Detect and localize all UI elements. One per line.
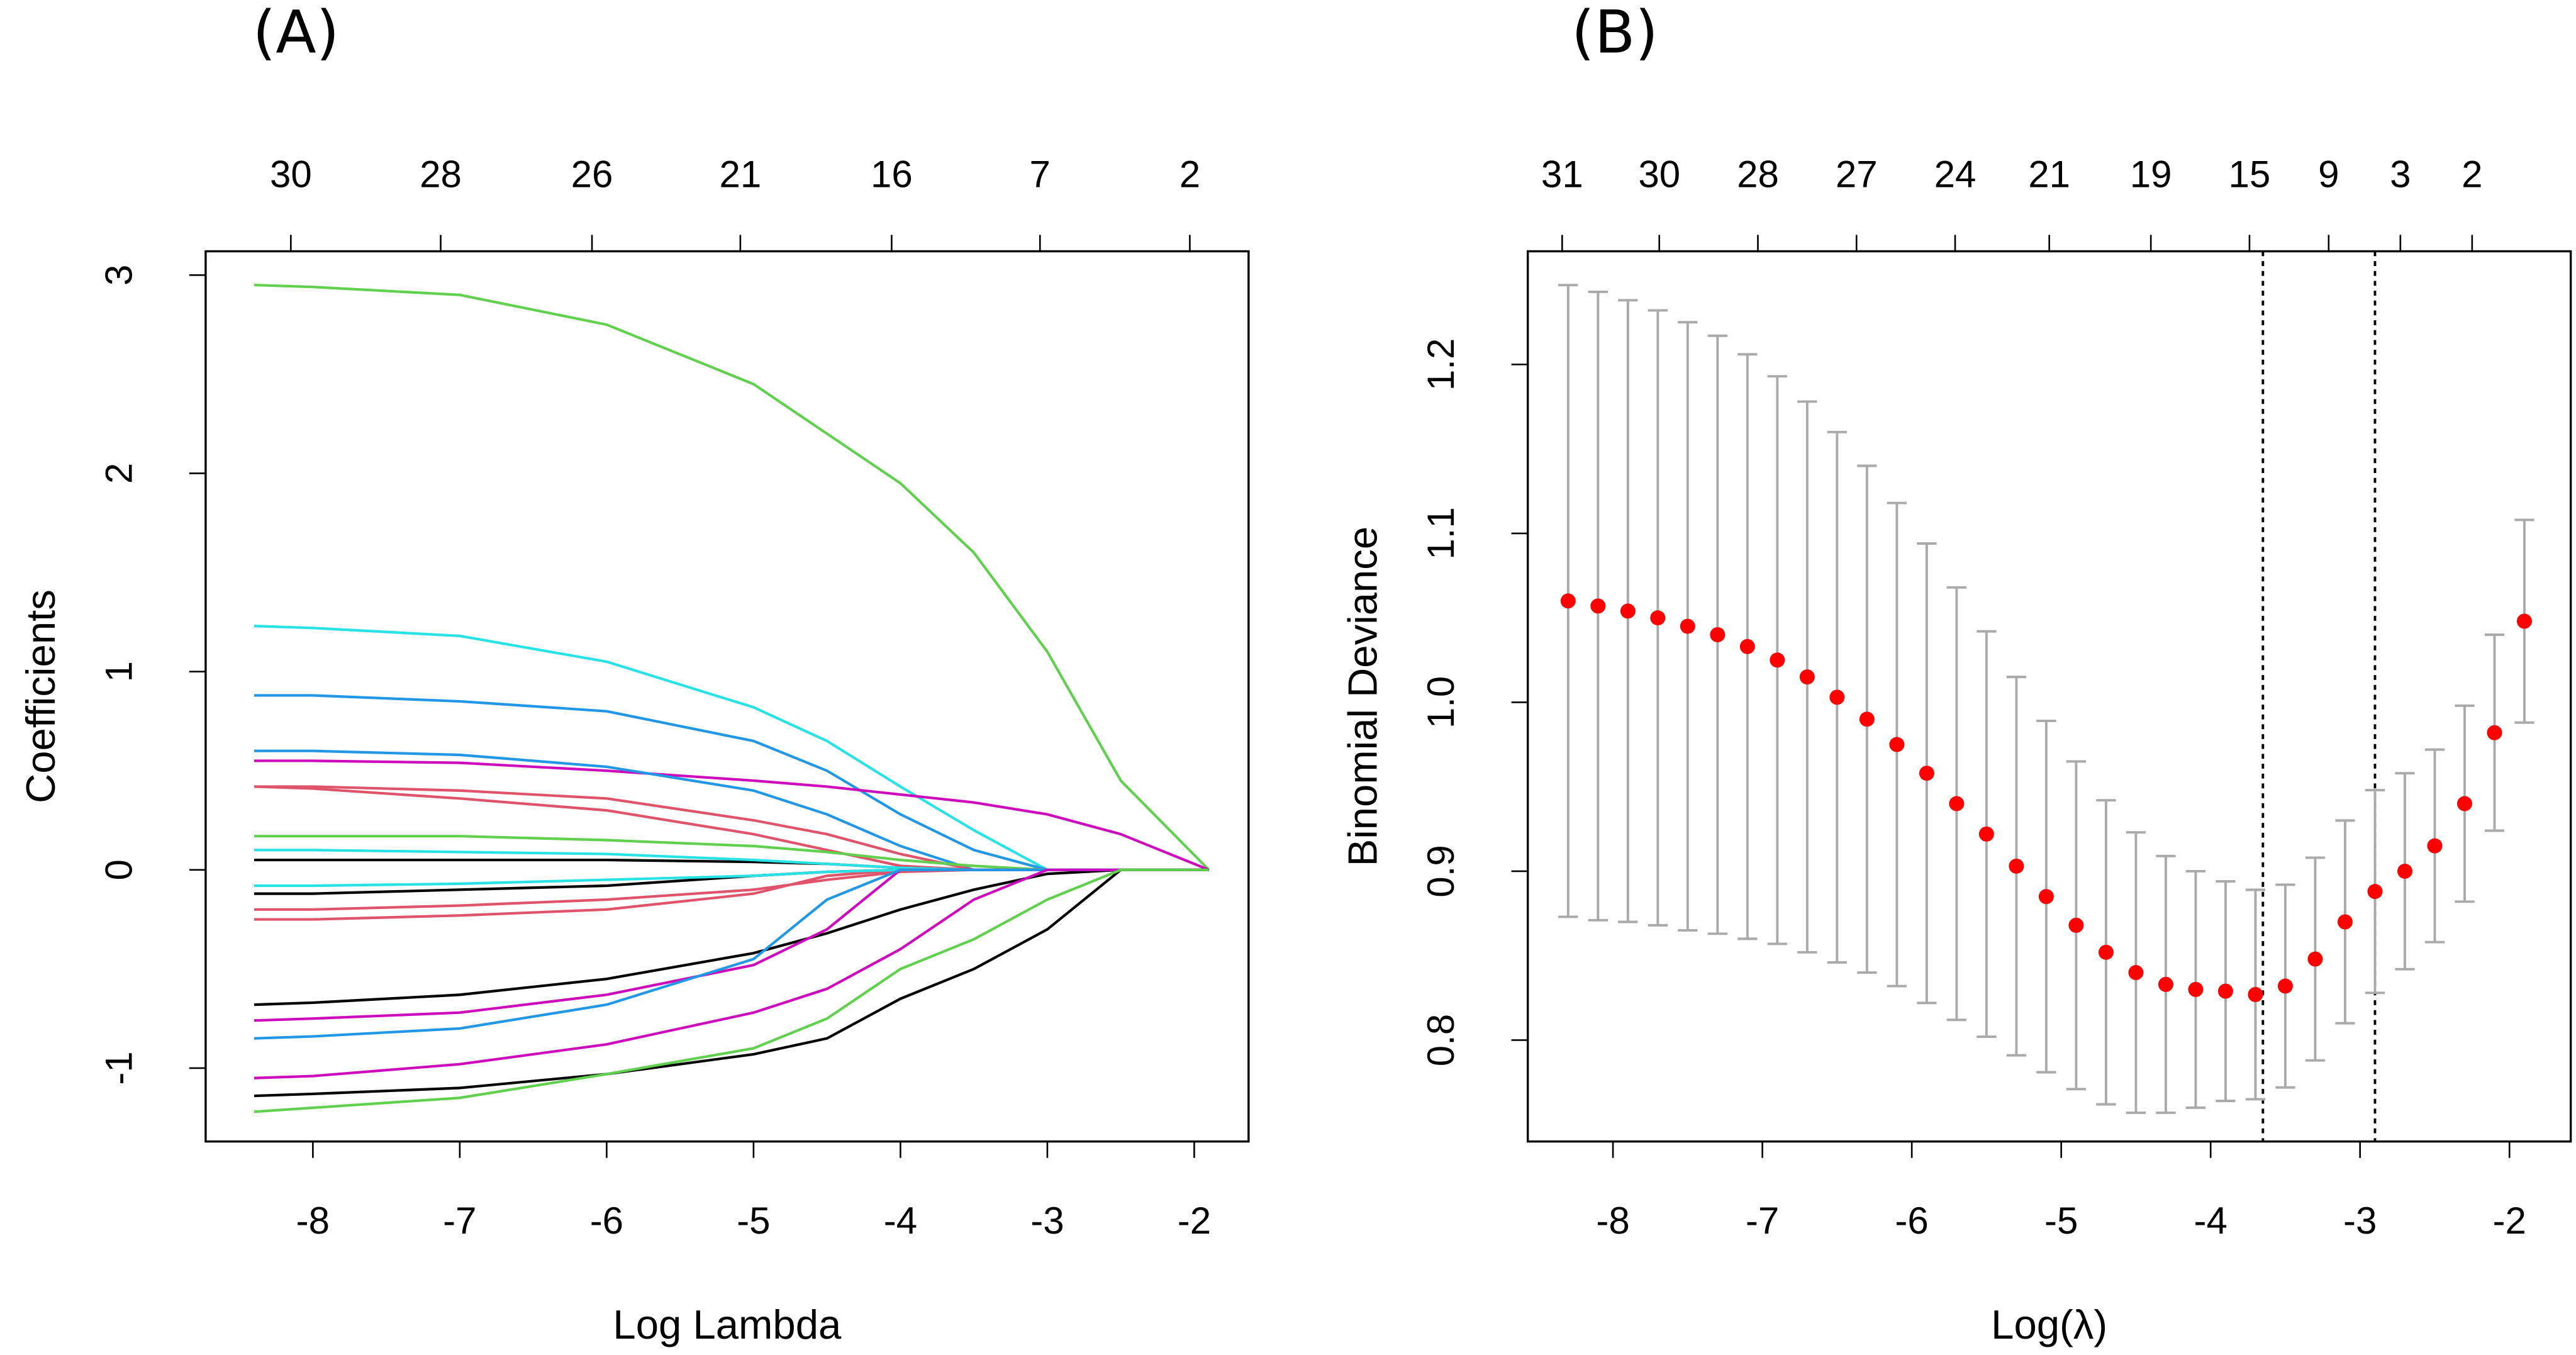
point xyxy=(2038,889,2054,905)
point xyxy=(1859,711,1875,727)
top-tick-label: 28 xyxy=(1737,153,1779,196)
point xyxy=(2367,884,2383,900)
y-tick-label: 0.8 xyxy=(1420,1014,1462,1066)
top-tick-label: 27 xyxy=(1836,153,1878,196)
point xyxy=(1680,618,1695,634)
point xyxy=(1650,610,1666,626)
top-tick-label: 2 xyxy=(1179,153,1200,196)
x-tick-label: -7 xyxy=(1746,1200,1779,1242)
coef-path xyxy=(254,283,1210,871)
point xyxy=(2397,863,2412,879)
top-tick-label: 30 xyxy=(1638,153,1680,196)
x-tick-label: -8 xyxy=(1596,1200,1629,1242)
top-tick-label: 21 xyxy=(719,153,761,196)
top-tick-label: 19 xyxy=(2130,153,2172,196)
point xyxy=(2009,858,2024,874)
point xyxy=(2427,838,2443,854)
coef-path xyxy=(254,868,1209,1006)
coef-path xyxy=(254,785,1209,871)
point xyxy=(2068,917,2084,933)
point xyxy=(2098,944,2114,960)
point xyxy=(2487,725,2502,740)
x-tick-label: -2 xyxy=(2493,1200,2526,1242)
top-tick-label: 2 xyxy=(2462,153,2482,196)
x-tick-label: -3 xyxy=(1030,1200,1064,1242)
x-tick-label: -8 xyxy=(296,1200,330,1242)
y-tick-label: 1.1 xyxy=(1420,507,1462,559)
coef-path xyxy=(254,759,1210,871)
point xyxy=(1919,766,1934,781)
plot-frame xyxy=(204,250,1250,1143)
coef-path xyxy=(254,868,1209,1079)
point xyxy=(1978,826,1994,842)
panel-label: (B) xyxy=(1571,0,1658,67)
coef-path xyxy=(254,625,1209,871)
point xyxy=(1949,796,1965,811)
x-tick-label: -4 xyxy=(884,1200,917,1242)
top-tick-label: 16 xyxy=(871,153,913,196)
x-axis-title: Log(λ) xyxy=(1991,1302,2107,1347)
y-tick-label: 1.0 xyxy=(1420,676,1462,728)
panel: (A) -8 -7 -6 -5 -4 -3 -2 30 28 26 21 16 7 2 -1 0 1 2 3 Log L… xyxy=(18,0,1250,1347)
point xyxy=(2128,965,2144,981)
top-tick-label: 9 xyxy=(2318,153,2339,196)
point xyxy=(1620,603,1636,619)
x-tick-label: -5 xyxy=(737,1200,770,1242)
x-tick-label: -6 xyxy=(1895,1200,1928,1242)
point xyxy=(1710,627,1726,643)
point xyxy=(2248,986,2263,1002)
panel: (B) -8 -7 -6 -5 -4 -3 -2 31 30 28 27 24 21 19 15 9 3 2 0.8 0… xyxy=(1340,0,2572,1347)
point xyxy=(2217,983,2233,999)
y-tick-label: 0.9 xyxy=(1420,845,1462,897)
y-tick-label: 3 xyxy=(98,265,140,286)
point xyxy=(1590,598,1606,614)
y-tick-label: 0 xyxy=(98,859,140,880)
top-tick-label: 7 xyxy=(1030,153,1051,196)
point xyxy=(1889,737,1905,752)
y-axis-title: Binomial Deviance xyxy=(1340,527,1386,867)
coef-path xyxy=(254,868,1209,1098)
point xyxy=(1799,669,1815,685)
top-tick-label: 3 xyxy=(2390,153,2411,196)
point xyxy=(2337,914,2353,930)
coef-path xyxy=(254,835,1209,871)
top-tick-label: 15 xyxy=(2229,153,2271,196)
point xyxy=(2516,613,2532,629)
x-tick-label: -4 xyxy=(2194,1200,2227,1242)
coef-path xyxy=(254,858,1209,871)
top-tick-label: 31 xyxy=(1541,153,1583,196)
coef-path xyxy=(254,785,1209,871)
y-tick-label: 2 xyxy=(98,463,140,484)
point xyxy=(1560,593,1576,609)
panel-label: (A) xyxy=(253,0,340,67)
top-tick-label: 26 xyxy=(571,153,613,196)
point xyxy=(2188,981,2204,997)
top-tick-label: 21 xyxy=(2028,153,2070,196)
x-axis-title: Log Lambda xyxy=(613,1302,842,1347)
x-tick-label: -3 xyxy=(2343,1200,2377,1242)
y-tick-label: -1 xyxy=(98,1051,140,1085)
top-tick-label: 28 xyxy=(420,153,462,196)
x-tick-label: -2 xyxy=(1178,1200,1211,1242)
point xyxy=(2277,978,2293,994)
coef-path xyxy=(254,868,1209,1113)
x-tick-label: -5 xyxy=(2044,1200,2078,1242)
top-tick-label: 30 xyxy=(270,153,312,196)
y-axis-title: Coefficients xyxy=(18,589,64,803)
coef-path xyxy=(254,694,1209,871)
point xyxy=(2307,951,2323,967)
point xyxy=(2158,976,2173,992)
x-tick-label: -6 xyxy=(590,1200,623,1242)
y-tick-label: 1.2 xyxy=(1420,338,1462,391)
top-tick-label: 24 xyxy=(1934,153,1977,196)
point xyxy=(1829,689,1845,705)
point xyxy=(1770,652,1785,668)
point xyxy=(2456,796,2472,811)
plot-frame xyxy=(1526,250,2572,1143)
y-tick-label: 1 xyxy=(98,661,140,682)
x-tick-label: -7 xyxy=(443,1200,476,1242)
point xyxy=(1739,638,1755,654)
